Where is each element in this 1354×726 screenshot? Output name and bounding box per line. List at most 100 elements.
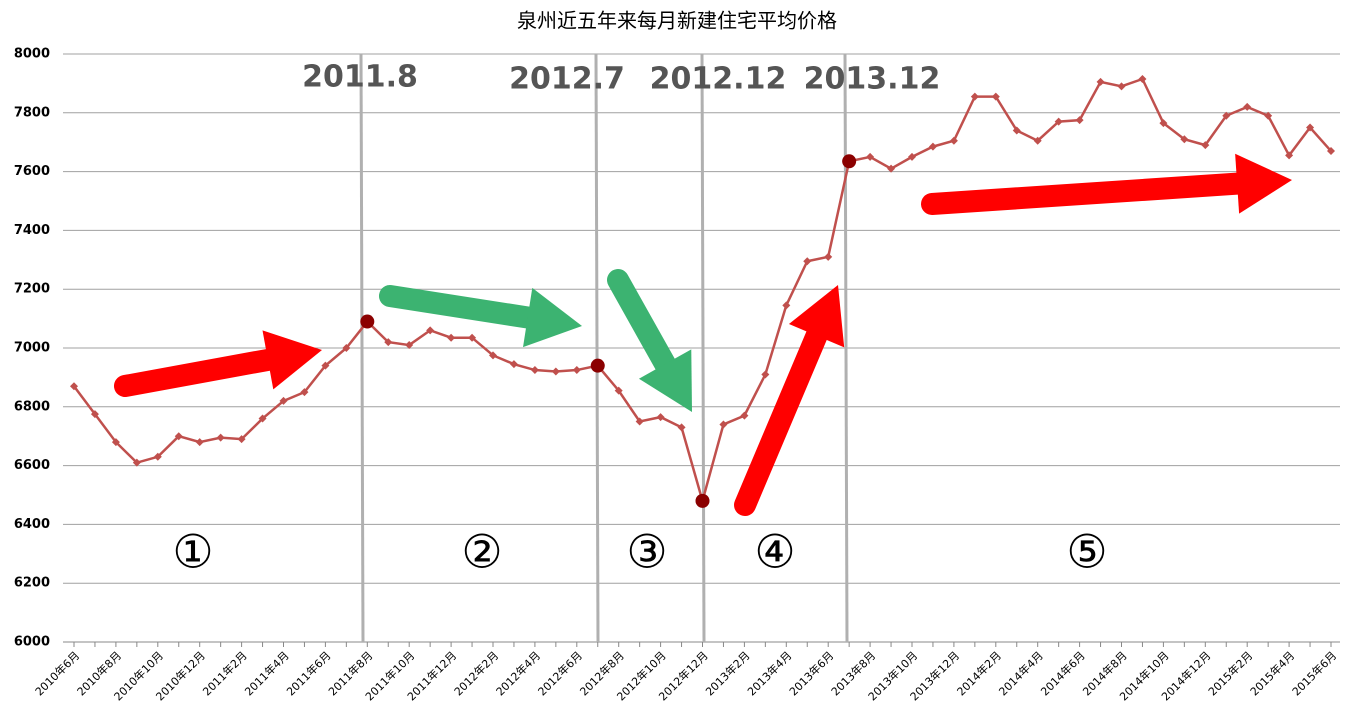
arrow-shaft [734, 324, 828, 516]
phase-label: ① [172, 525, 213, 579]
point [1306, 123, 1315, 132]
y-tick-label: 8000 [14, 47, 50, 62]
point [908, 152, 916, 161]
phase-label: ② [461, 525, 502, 579]
arrow-shaft [114, 348, 279, 397]
point [740, 411, 749, 420]
x-tick-label: 2012年4月 [493, 648, 543, 698]
point [132, 458, 141, 467]
point [635, 417, 644, 426]
point [174, 432, 183, 441]
point [1201, 141, 1210, 150]
point [1243, 102, 1252, 111]
x-tick-label: 2011年4月 [242, 648, 292, 698]
point [426, 326, 435, 335]
point [1327, 147, 1335, 156]
point [237, 435, 246, 444]
point [216, 433, 225, 442]
point [1285, 151, 1294, 160]
annotation: 2013.12 [804, 62, 941, 97]
arrow-head [523, 287, 582, 348]
y-tick-label: 6800 [14, 399, 50, 414]
highlight-point [590, 358, 605, 373]
highlight-point [360, 314, 375, 329]
x-tick-label: 2013年4月 [744, 648, 794, 698]
point [342, 344, 351, 352]
point [384, 338, 393, 347]
point [1222, 111, 1231, 120]
point [1264, 111, 1273, 120]
point [447, 333, 456, 342]
y-tick-label: 7200 [14, 282, 50, 297]
point [677, 423, 686, 432]
point [551, 367, 560, 376]
point [614, 386, 623, 395]
phase-label: ③ [626, 525, 667, 579]
arrow-head [788, 285, 845, 348]
point [1075, 116, 1084, 125]
point [761, 370, 770, 379]
point [70, 382, 78, 391]
point [887, 164, 896, 173]
point [866, 152, 875, 161]
point [111, 438, 120, 447]
point [803, 257, 812, 266]
point [321, 361, 330, 370]
annotation: 2012.12 [650, 62, 787, 97]
x-tick-label: 2015年6月 [1289, 648, 1339, 698]
point [782, 301, 791, 310]
point [656, 413, 665, 422]
x-tick-label: 2013年2月 [702, 648, 752, 698]
x-tick-label: 2011年2月 [200, 648, 250, 698]
point [509, 360, 518, 369]
x-tick-label: 2012年6月 [535, 648, 585, 698]
point [1180, 135, 1189, 144]
separator [843, 53, 849, 643]
y-tick-label: 7400 [14, 223, 50, 238]
annotation: 2012.7 [509, 62, 625, 97]
x-tick-label: 2012年2月 [451, 648, 501, 698]
point [279, 396, 288, 405]
x-tick-label: 2014年6月 [1038, 648, 1088, 698]
point [572, 366, 581, 375]
point [1012, 126, 1021, 135]
x-tick-label: 2010年6月 [32, 648, 82, 698]
phase-label: ⑤ [1066, 525, 1107, 579]
x-tick-label: 2014年4月 [996, 648, 1046, 698]
highlight-point [695, 493, 710, 508]
x-tick-label: 2015年4月 [1247, 648, 1297, 698]
point [468, 333, 477, 342]
point [90, 410, 99, 419]
annotation: 2011.8 [302, 60, 418, 95]
arrow-shaft [607, 269, 677, 376]
x-tick-label: 2011年6月 [283, 648, 333, 698]
point [1138, 74, 1147, 83]
x-tick-label: 2013年6月 [786, 648, 836, 698]
separator [359, 53, 365, 643]
point [928, 142, 937, 151]
point [949, 136, 958, 145]
point [153, 452, 162, 461]
point [824, 252, 833, 261]
arrow-shaft [921, 172, 1249, 215]
point [489, 351, 497, 360]
x-tick-label: 2015年2月 [1205, 648, 1255, 698]
y-tick-label: 6000 [14, 635, 50, 650]
phase-label: ④ [754, 525, 795, 579]
point [530, 366, 539, 375]
separator [700, 53, 706, 643]
point [1117, 82, 1126, 91]
point [1033, 136, 1042, 145]
point [300, 388, 309, 397]
point [1054, 117, 1063, 126]
point [719, 420, 728, 429]
arrow-head [262, 330, 322, 390]
arrow-head [638, 349, 692, 412]
arrow-head [1235, 153, 1292, 214]
point [405, 341, 414, 350]
highlight-point [842, 154, 857, 169]
point [1159, 119, 1168, 128]
y-tick-label: 7800 [14, 105, 50, 120]
arrow-shaft [379, 285, 539, 329]
